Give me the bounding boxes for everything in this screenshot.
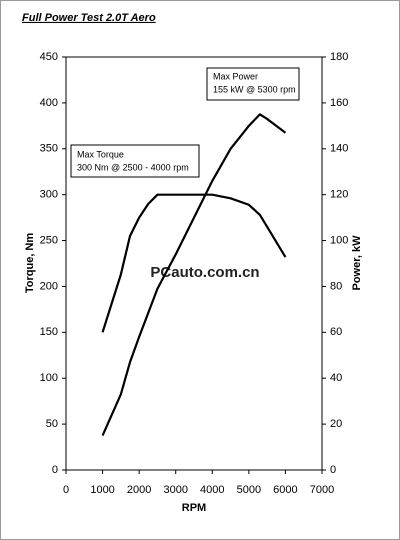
y-tick-label: 100 <box>40 372 58 384</box>
x-tick-label: 1000 <box>90 484 114 496</box>
y-tick-label: 150 <box>40 326 58 338</box>
y2-tick-label: 140 <box>330 143 348 155</box>
y2-tick-label: 120 <box>330 189 348 201</box>
annotation-box <box>206 67 300 101</box>
watermark: PCauto.com.cn <box>150 264 259 281</box>
annotation: 155 kW @ 5300 rpm <box>213 84 296 94</box>
line <box>101 193 287 333</box>
y-tick-label: 450 <box>40 51 58 63</box>
x-tick-label: 5000 <box>237 484 261 496</box>
y2-tick-label: 160 <box>330 97 348 109</box>
line <box>101 113 287 437</box>
annotation: Max Power <box>213 71 258 81</box>
y-tick-label: 200 <box>40 280 58 292</box>
plot-area <box>65 56 323 471</box>
y-tick-label: 350 <box>40 143 58 155</box>
annotation-box <box>70 144 200 178</box>
y-tick-label: 300 <box>40 189 58 201</box>
y2-tick-label: 100 <box>330 234 348 246</box>
y2-tick-label: 60 <box>330 326 342 338</box>
y-tick-label: 50 <box>46 418 58 430</box>
y-tick-label: 250 <box>40 234 58 246</box>
chart-title: Full Power Test 2.0T Aero <box>22 12 156 24</box>
y2-tick-label: 0 <box>330 464 336 476</box>
y2-tick-label: 40 <box>330 372 342 384</box>
annotation: 300 Nm @ 2500 - 4000 rpm <box>77 162 189 172</box>
x-tick-label: 2000 <box>127 484 151 496</box>
x-tick-label: 6000 <box>273 484 297 496</box>
x-tick-label: 0 <box>63 484 69 496</box>
y-axis-label: Torque, Nm <box>24 233 36 294</box>
x-tick-label: 7000 <box>310 484 334 496</box>
y2-tick-label: 80 <box>330 280 342 292</box>
y2-tick-label: 180 <box>330 51 348 63</box>
y-tick-label: 400 <box>40 97 58 109</box>
y2-tick-label: 20 <box>330 418 342 430</box>
y2-axis-label: Power, kW <box>351 235 363 291</box>
x-tick-label: 4000 <box>200 484 224 496</box>
x-tick-label: 3000 <box>163 484 187 496</box>
y-tick-label: 0 <box>52 464 58 476</box>
x-axis-label: RPM <box>182 502 206 514</box>
annotation: Max Torque <box>77 149 124 159</box>
